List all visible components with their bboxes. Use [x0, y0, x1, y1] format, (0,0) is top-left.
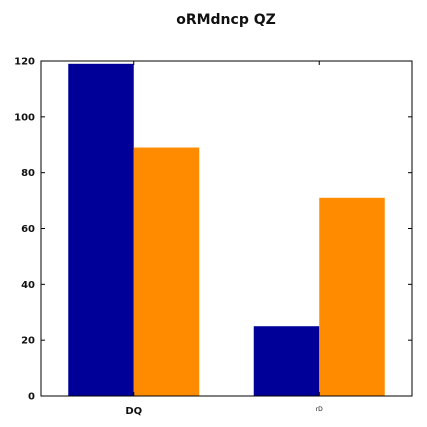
bar-DQ-series-1: [68, 63, 134, 397]
x-tick-label: DQ: [125, 406, 142, 417]
x-tick-label: rD: [316, 406, 323, 413]
y-tick-label: 60: [21, 224, 35, 235]
bar-DQ-series-2: [133, 147, 200, 396]
y-tick-label: 0: [28, 392, 35, 403]
bar-rD-series-2: [319, 197, 385, 396]
y-tick-label: 120: [14, 57, 35, 68]
bar-rD-series-1: [253, 326, 320, 396]
chart-title: oRMdncp QZ: [176, 12, 276, 28]
y-tick-label: 80: [21, 168, 35, 179]
y-tick-label: 100: [14, 112, 35, 123]
y-tick-label: 20: [21, 336, 35, 347]
y-tick-label: 40: [21, 280, 35, 291]
plot-area: 0 20 40 60 80 100 120 DQ rD: [14, 57, 413, 417]
